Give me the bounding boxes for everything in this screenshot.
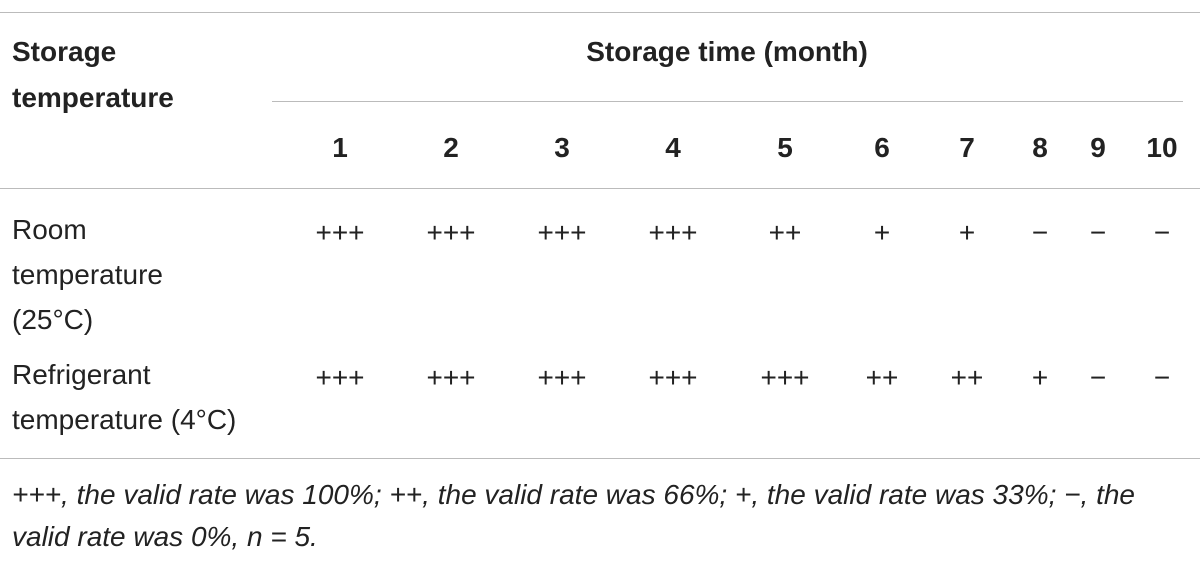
cell: +++ (648, 362, 698, 393)
top-rule (0, 12, 1200, 13)
cell: ++ (768, 217, 802, 248)
column-header: 7 (959, 132, 975, 163)
group-header: Storage time (month) (586, 36, 868, 67)
cell: +++ (537, 217, 587, 248)
column-header: 10 (1146, 132, 1178, 163)
cell: + (958, 217, 976, 248)
header-rule (0, 188, 1200, 189)
cell: +++ (760, 362, 810, 393)
cell: +++ (537, 362, 587, 393)
footnote: +++, the valid rate was 100%; ++, the va… (12, 479, 1135, 552)
cell: ++ (950, 362, 984, 393)
cell: − (1153, 217, 1171, 248)
column-header: 6 (874, 132, 890, 163)
cell: +++ (426, 217, 476, 248)
cell: − (1153, 362, 1171, 393)
row-header: Storage (12, 36, 117, 67)
column-header: 1 (332, 132, 348, 163)
cell: +++ (315, 362, 365, 393)
row-label: temperature (4°C) (12, 404, 237, 435)
cell: ++ (865, 362, 899, 393)
cell: − (1089, 217, 1107, 248)
cell: +++ (315, 217, 365, 248)
column-header: 4 (665, 132, 681, 163)
row-label: temperature (12, 259, 163, 290)
row-label: Refrigerant (12, 359, 151, 390)
cell: +++ (648, 217, 698, 248)
cell: + (873, 217, 891, 248)
bottom-rule (0, 458, 1200, 459)
column-header: 5 (777, 132, 793, 163)
cell: − (1089, 362, 1107, 393)
column-header: 9 (1090, 132, 1106, 163)
column-header: 3 (554, 132, 570, 163)
cell: − (1031, 217, 1049, 248)
row-header: temperature (12, 82, 174, 113)
column-header: 2 (443, 132, 459, 163)
group-rule (272, 101, 1183, 102)
row-label: Room (12, 214, 87, 245)
row-label: (25°C) (12, 304, 94, 335)
cell: + (1031, 362, 1049, 393)
cell: +++ (426, 362, 476, 393)
column-header: 8 (1032, 132, 1048, 163)
